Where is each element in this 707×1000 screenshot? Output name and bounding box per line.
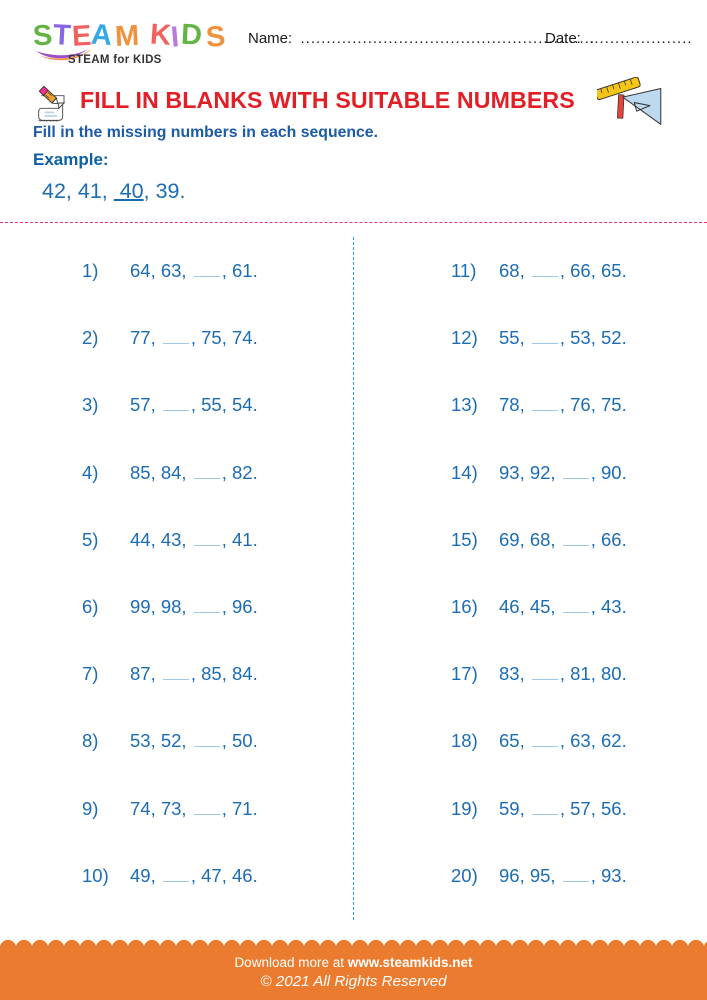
svg-text:D: D xyxy=(180,19,203,52)
svg-text:I: I xyxy=(170,21,181,54)
svg-text:STEAM for KIDS: STEAM for KIDS xyxy=(68,54,162,66)
svg-text:S: S xyxy=(33,19,53,52)
svg-text:A: A xyxy=(90,19,113,52)
svg-text:T: T xyxy=(52,19,72,52)
svg-text:K: K xyxy=(149,18,172,51)
svg-text:M: M xyxy=(114,20,140,53)
svg-text:E: E xyxy=(71,20,92,53)
svg-text:S: S xyxy=(205,21,227,54)
